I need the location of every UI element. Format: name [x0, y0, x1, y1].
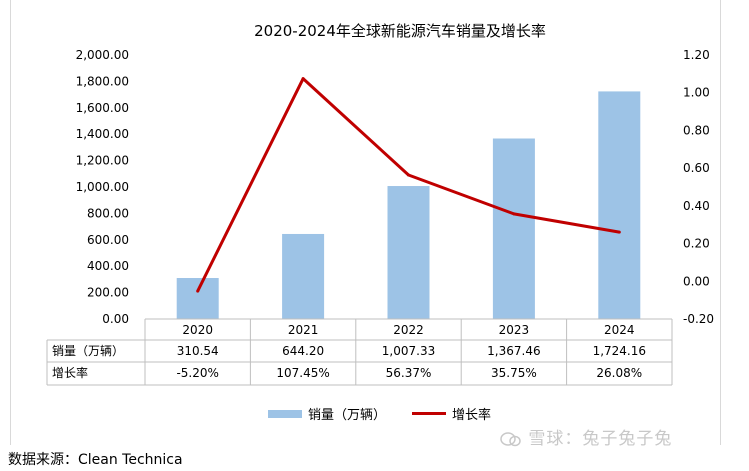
growth-rate-point [512, 212, 516, 216]
y-right-tick-label: -0.20 [683, 312, 714, 326]
y-left-tick-label: 600.00 [87, 233, 129, 247]
growth-rate-point [617, 230, 621, 234]
table-cell: 1,724.16 [593, 344, 646, 358]
y-right-tick-label: 0.80 [683, 123, 710, 137]
bar [598, 91, 641, 319]
watermark: 雪球：兔子兔子兔 [500, 424, 672, 449]
legend-swatch-bar [268, 409, 302, 418]
y-left-tick-label: 1,400.00 [76, 127, 129, 141]
table-row-label: 增长率 [52, 365, 88, 380]
y-right-tick-label: 0.20 [683, 237, 710, 251]
legend-item-sales: 销量（万辆） [268, 404, 386, 423]
table-cell: 107.45% [276, 366, 329, 380]
watermark-text: 雪球：兔子兔子兔 [528, 429, 673, 449]
x-category-label: 2021 [288, 323, 319, 337]
x-category-label: 2024 [604, 323, 635, 337]
bar [282, 233, 325, 319]
table-row-label: 销量（万辆） [52, 344, 124, 358]
y-left-tick-label: 1,800.00 [76, 74, 129, 88]
bar [176, 278, 219, 319]
y-left-tick-label: 800.00 [87, 206, 129, 220]
table-cell: 35.75% [491, 366, 537, 380]
y-right-tick-label: 1.00 [683, 86, 710, 100]
bar [387, 186, 430, 319]
legend-label-growth: 增长率 [452, 408, 492, 423]
bar [492, 138, 535, 319]
x-category-label: 2020 [182, 323, 213, 337]
y-left-tick-label: 0.00 [102, 312, 129, 326]
source-note: 数据来源：Clean Technica [8, 452, 183, 468]
y-left-tick-label: 2,000.00 [76, 48, 129, 62]
y-left-tick-label: 1,000.00 [76, 180, 129, 194]
growth-rate-point [407, 173, 410, 177]
table-cell: 644.20 [282, 344, 324, 358]
chart-title: 2020-2024年全球新能源汽车销量及增长率 [254, 22, 546, 40]
table-cell: 26.08% [596, 366, 642, 380]
y-right-tick-label: 0.40 [683, 199, 710, 213]
x-category-label: 2022 [393, 323, 424, 337]
table-cell: 310.54 [177, 344, 219, 358]
x-category-label: 2023 [499, 323, 530, 337]
growth-rate-point [196, 289, 200, 293]
y-left-tick-label: 1,200.00 [76, 154, 129, 168]
chart-frame [10, 0, 721, 445]
snowball-logo-icon [500, 432, 521, 447]
y-right-tick-label: 0.60 [683, 161, 710, 175]
legend-swatch-line [412, 412, 447, 415]
y-right-tick-label: 0.00 [683, 274, 710, 288]
table-cell: 56.37% [386, 366, 432, 380]
table-cell: 1,367.46 [487, 344, 540, 358]
y-left-tick-label: 1,600.00 [76, 101, 129, 115]
table-cell: -5.20% [176, 366, 218, 380]
y-right-tick-label: 1.20 [683, 48, 710, 62]
table-cell: 1,007.33 [382, 344, 435, 358]
chart-legend: 销量（万辆） 增长率 [268, 404, 517, 423]
y-left-tick-label: 200.00 [87, 286, 129, 300]
growth-rate-point [301, 77, 305, 81]
legend-label-sales: 销量（万辆） [308, 408, 387, 423]
y-left-tick-label: 400.00 [87, 259, 129, 273]
legend-item-growth: 增长率 [412, 404, 491, 423]
